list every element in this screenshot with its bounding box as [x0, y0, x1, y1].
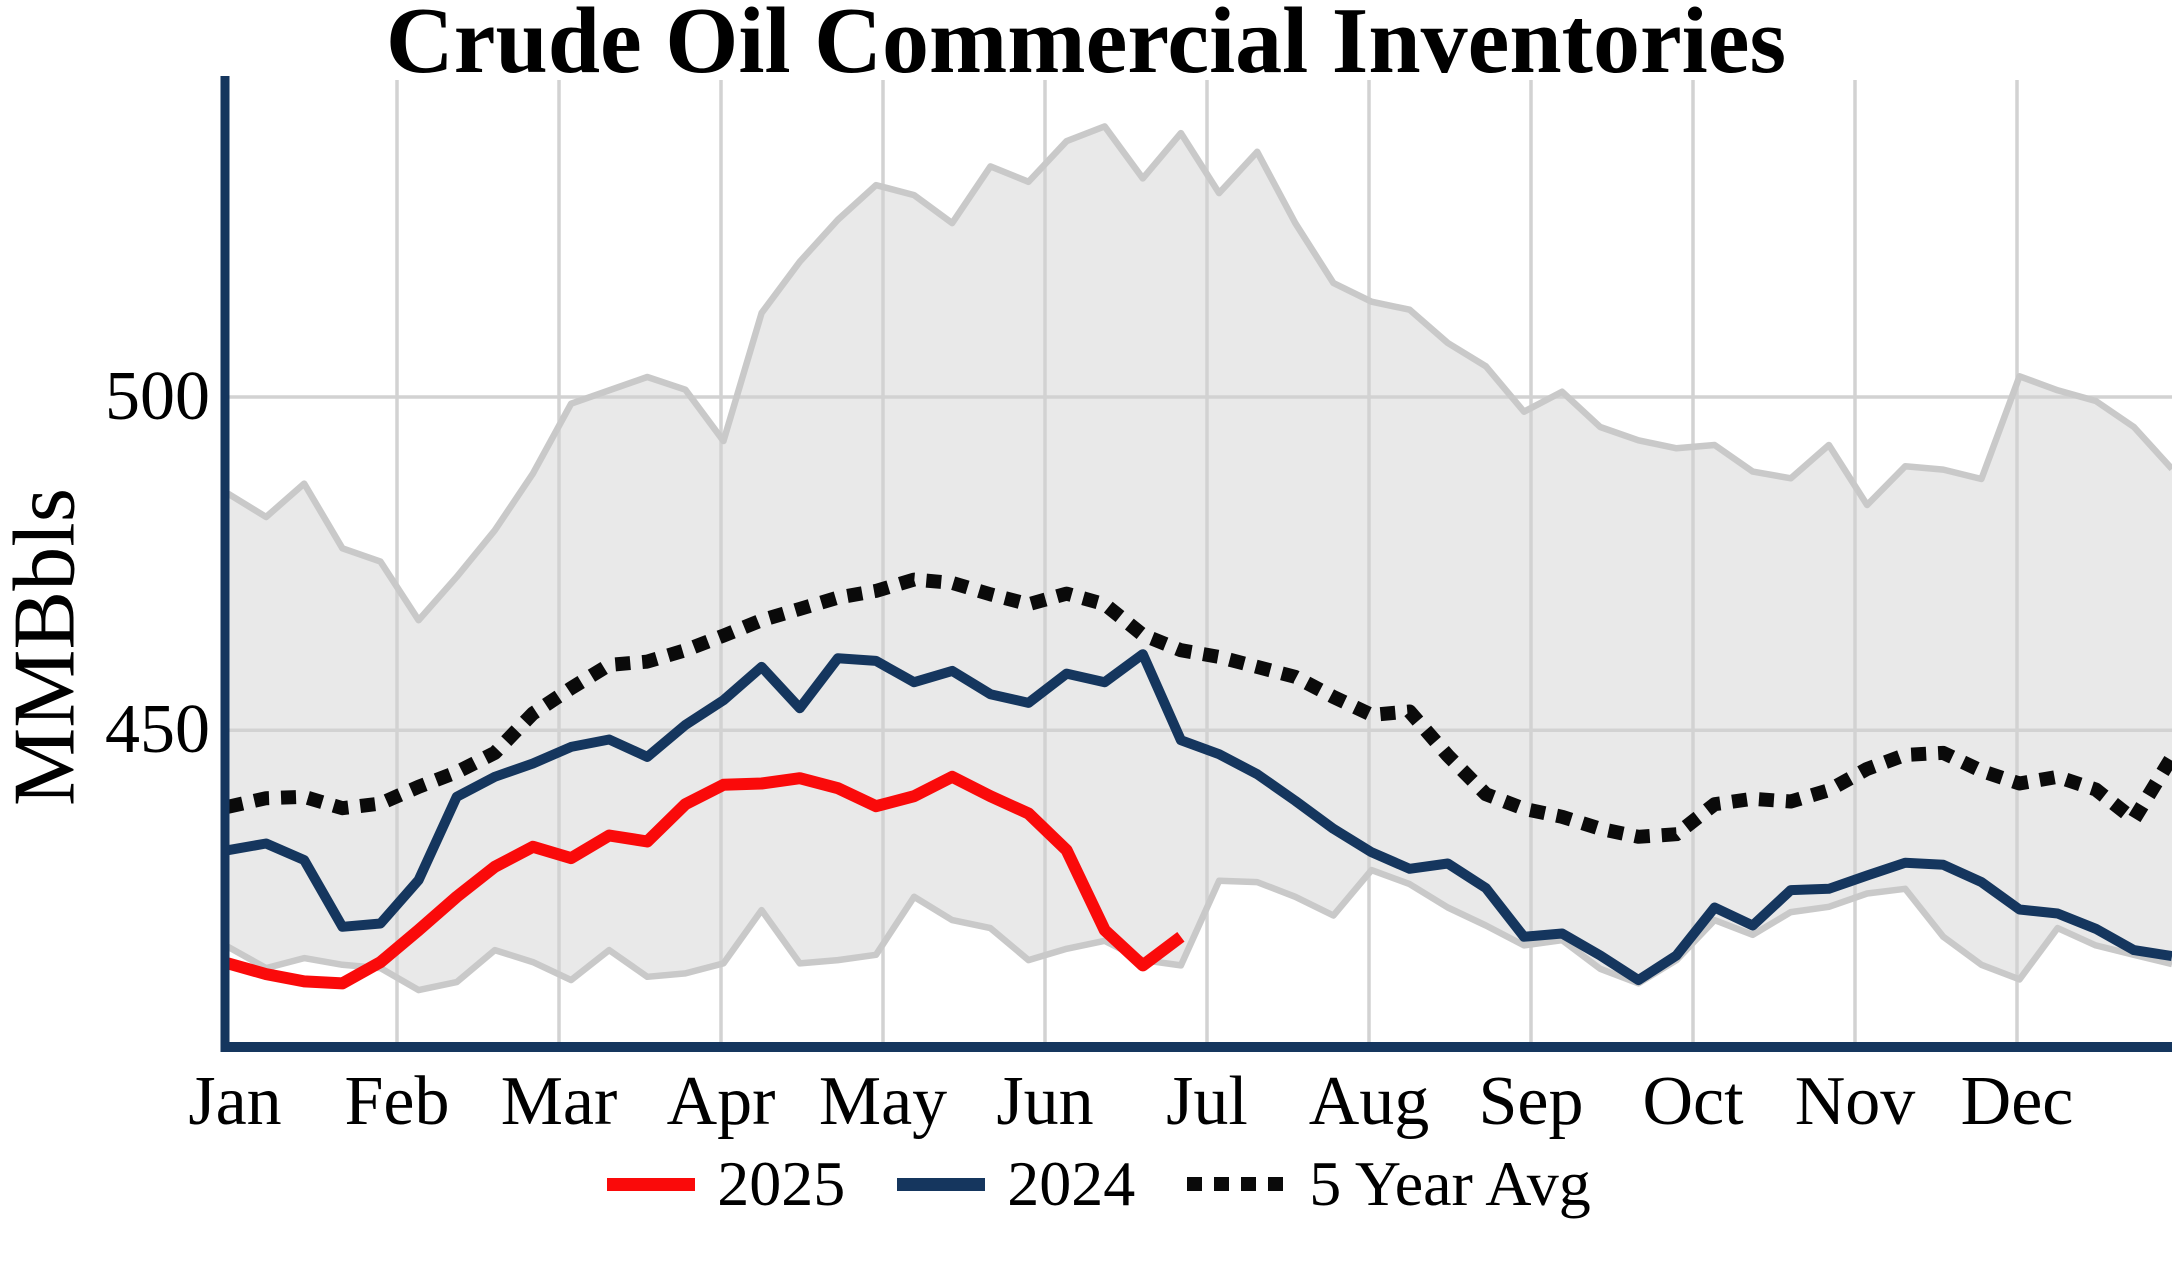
series-line-5-year-avg — [226, 572, 2172, 844]
band-bottom-edge — [226, 866, 2172, 994]
legend-item-2025: 2025 — [607, 1152, 845, 1216]
legend-swatch-5yr-avg — [1187, 1177, 1288, 1191]
legend-label-2024: 2024 — [1007, 1148, 1136, 1219]
five-year-range-band — [228, 126, 2172, 991]
series-line-2025 — [226, 770, 1185, 990]
legend-label-5yr-avg: 5 Year Avg — [1309, 1148, 1591, 1219]
band-top-edge — [226, 123, 2172, 624]
x-tick-label-aug: Aug — [1308, 1063, 1430, 1140]
x-tick-label-dec: Dec — [1960, 1063, 2074, 1140]
x-tick-label-feb: Feb — [344, 1063, 450, 1140]
y-tick-label-450: 450 — [105, 691, 210, 769]
series-line-2024 — [227, 649, 2172, 986]
x-tick-label-jan: Jan — [188, 1063, 282, 1140]
x-tick-label-sep: Sep — [1478, 1063, 1584, 1140]
x-tick-label-mar: Mar — [500, 1063, 618, 1140]
x-tick-label-jul: Jul — [1166, 1063, 1248, 1140]
x-tick-label-oct: Oct — [1642, 1063, 1744, 1140]
legend-swatch-2025 — [607, 1177, 696, 1191]
y-tick-label-500: 500 — [105, 358, 210, 435]
x-tick-label-jun: Jun — [996, 1063, 1094, 1140]
legend-item-2024: 2024 — [897, 1152, 1135, 1216]
x-tick-label-apr: Apr — [666, 1063, 776, 1140]
x-tick-label-nov: Nov — [1794, 1063, 1916, 1140]
chart-title: Crude Oil Commercial Inventories — [385, 0, 1787, 93]
legend: 2025 2024 5 Year Avg — [0, 1152, 2172, 1216]
legend-swatch-2024 — [897, 1177, 986, 1191]
legend-label-2025: 2025 — [717, 1148, 846, 1219]
x-tick-label-may: May — [818, 1063, 948, 1140]
legend-item-5yr-avg: 5 Year Avg — [1187, 1152, 1591, 1216]
